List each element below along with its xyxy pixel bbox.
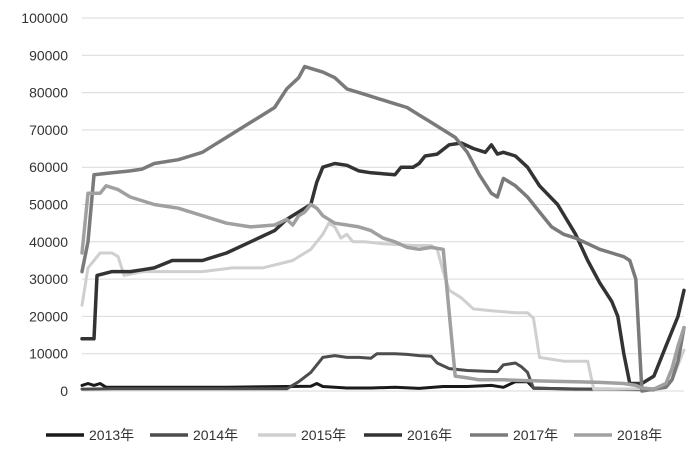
series-line-3 — [80, 141, 686, 386]
legend-label-1: 2014年 — [193, 427, 238, 443]
legend-label-2: 2015年 — [301, 427, 346, 443]
y-tick-label: 80000 — [29, 85, 68, 101]
series-line-2 — [80, 221, 686, 391]
series-line-5 — [80, 184, 686, 391]
legend-label-0: 2013年 — [89, 427, 134, 443]
legend-label-3: 2016年 — [407, 427, 452, 443]
y-tick-label: 0 — [60, 383, 68, 399]
gridlines — [82, 17, 684, 392]
y-tick-label: 90000 — [29, 47, 68, 63]
legend-label-5: 2018年 — [617, 427, 662, 443]
y-tick-label: 70000 — [29, 122, 68, 138]
y-tick-label: 10000 — [29, 346, 68, 362]
series-lines — [80, 64, 686, 393]
y-tick-label: 50000 — [29, 197, 68, 213]
y-tick-label: 40000 — [29, 234, 68, 250]
series-line-4 — [80, 64, 686, 393]
series-line-1 — [80, 352, 656, 392]
y-tick-label: 100000 — [21, 10, 68, 26]
legend: 2013年 2014年 2015年 2016年 2017年 2018年 — [46, 427, 662, 443]
legend-label-4: 2017年 — [513, 427, 558, 443]
y-tick-label: 60000 — [29, 159, 68, 175]
y-tick-label: 30000 — [29, 271, 68, 287]
y-tick-label: 20000 — [29, 308, 68, 324]
y-axis: 0 10000 20000 30000 40000 50000 60000 70000 8000… — [21, 10, 68, 399]
